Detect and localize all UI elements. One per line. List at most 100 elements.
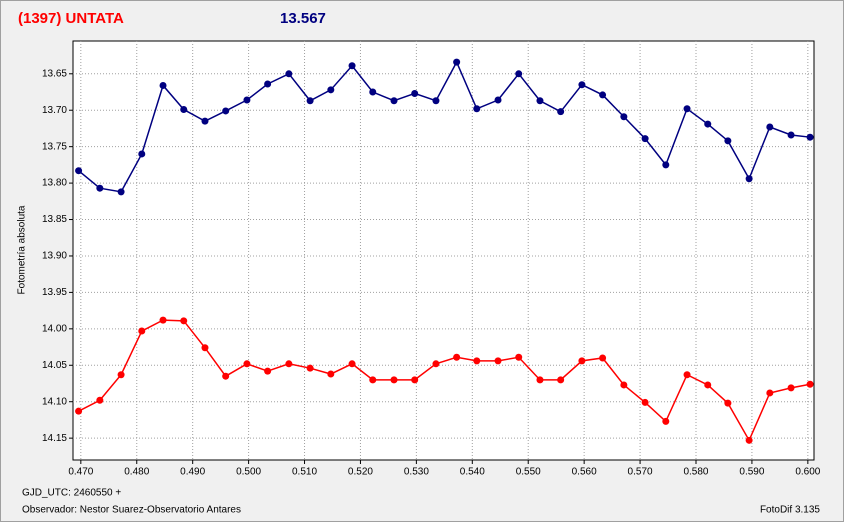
series-line xyxy=(78,319,811,442)
y-tick-label: 13.65 xyxy=(42,68,67,79)
y-tick-label: 13.70 xyxy=(42,105,67,116)
x-tick-label: 0.470 xyxy=(68,467,93,478)
data-point xyxy=(348,360,356,368)
data-point xyxy=(806,380,814,388)
data-point xyxy=(806,133,814,141)
x-tick-label: 0.510 xyxy=(292,467,317,478)
data-point xyxy=(453,58,461,66)
data-point xyxy=(285,70,293,78)
data-point xyxy=(745,436,753,444)
magnitude: 13.567 xyxy=(280,10,326,27)
data-point xyxy=(96,184,104,192)
data-point xyxy=(369,88,377,96)
data-point xyxy=(117,371,125,379)
data-point xyxy=(138,150,146,158)
x-tick-label: 0.560 xyxy=(572,467,597,478)
data-point xyxy=(494,96,502,104)
y-tick-label: 13.95 xyxy=(42,287,67,298)
data-point xyxy=(473,105,481,113)
x-tick-label: 0.480 xyxy=(124,467,149,478)
data-point xyxy=(745,175,753,183)
data-point xyxy=(117,188,125,196)
data-point xyxy=(348,62,356,70)
series-line xyxy=(78,60,811,193)
data-point xyxy=(201,117,209,125)
observer: Observador: Nestor Suarez-Observatorio A… xyxy=(22,505,241,516)
data-point xyxy=(453,353,461,361)
x-tick-label: 0.580 xyxy=(683,467,708,478)
data-point xyxy=(683,371,691,379)
y-tick-label: 13.90 xyxy=(42,251,67,262)
y-tick-label: 14.15 xyxy=(42,433,67,444)
x-axis-label: GJD_UTC: 2460550 + xyxy=(22,488,121,499)
data-point xyxy=(222,372,230,380)
data-point xyxy=(369,376,377,384)
data-point xyxy=(159,316,167,324)
data-point xyxy=(390,97,398,105)
data-point xyxy=(285,360,293,368)
data-point xyxy=(787,131,795,139)
chart-title: (1397) UNTATA xyxy=(18,10,124,27)
y-tick-label: 14.05 xyxy=(42,360,67,371)
data-point xyxy=(662,417,670,425)
data-point xyxy=(557,108,565,116)
y-tick-label: 13.80 xyxy=(42,178,67,189)
data-point xyxy=(724,399,732,407)
data-point xyxy=(180,105,188,113)
plot-area xyxy=(72,40,815,461)
data-point xyxy=(75,407,83,415)
data-point xyxy=(766,123,774,131)
data-point xyxy=(201,344,209,352)
data-point xyxy=(599,354,607,362)
x-tick-label: 0.540 xyxy=(460,467,485,478)
y-axis-label: Fotometría absoluta xyxy=(17,205,28,294)
data-point xyxy=(704,381,712,389)
data-point xyxy=(766,389,774,397)
data-point xyxy=(557,376,565,384)
data-point xyxy=(641,398,649,406)
data-point xyxy=(515,353,523,361)
data-point xyxy=(243,96,251,104)
data-point xyxy=(494,357,502,365)
data-point xyxy=(724,137,732,145)
data-point xyxy=(536,376,544,384)
data-point xyxy=(138,327,146,335)
x-tick-label: 0.500 xyxy=(236,467,261,478)
data-point xyxy=(411,376,419,384)
data-point xyxy=(787,384,795,392)
data-point xyxy=(327,86,335,94)
x-tick-label: 0.520 xyxy=(348,467,373,478)
data-point xyxy=(390,376,398,384)
data-point xyxy=(432,360,440,368)
y-tick-label: 14.00 xyxy=(42,323,67,334)
data-point xyxy=(662,161,670,169)
data-point xyxy=(641,135,649,143)
data-point xyxy=(243,360,251,368)
software: FotoDif 3.135 xyxy=(760,505,820,516)
x-tick-label: 0.490 xyxy=(180,467,205,478)
data-point xyxy=(96,396,104,404)
data-point xyxy=(306,364,314,372)
x-tick-label: 0.550 xyxy=(516,467,541,478)
data-point xyxy=(683,105,691,113)
data-point xyxy=(620,381,628,389)
y-tick-label: 13.75 xyxy=(42,141,67,152)
data-point xyxy=(264,80,272,88)
data-point xyxy=(411,89,419,97)
data-point xyxy=(327,370,335,378)
y-tick-label: 14.10 xyxy=(42,396,67,407)
x-tick-label: 0.570 xyxy=(628,467,653,478)
data-point xyxy=(432,97,440,105)
data-point xyxy=(473,357,481,365)
x-tick-label: 0.590 xyxy=(739,467,764,478)
data-point xyxy=(578,357,586,365)
y-tick-label: 13.85 xyxy=(42,214,67,225)
data-point xyxy=(704,120,712,128)
data-point xyxy=(536,97,544,105)
data-point xyxy=(306,97,314,105)
data-point xyxy=(620,113,628,121)
data-point xyxy=(578,81,586,89)
data-point xyxy=(515,70,523,78)
